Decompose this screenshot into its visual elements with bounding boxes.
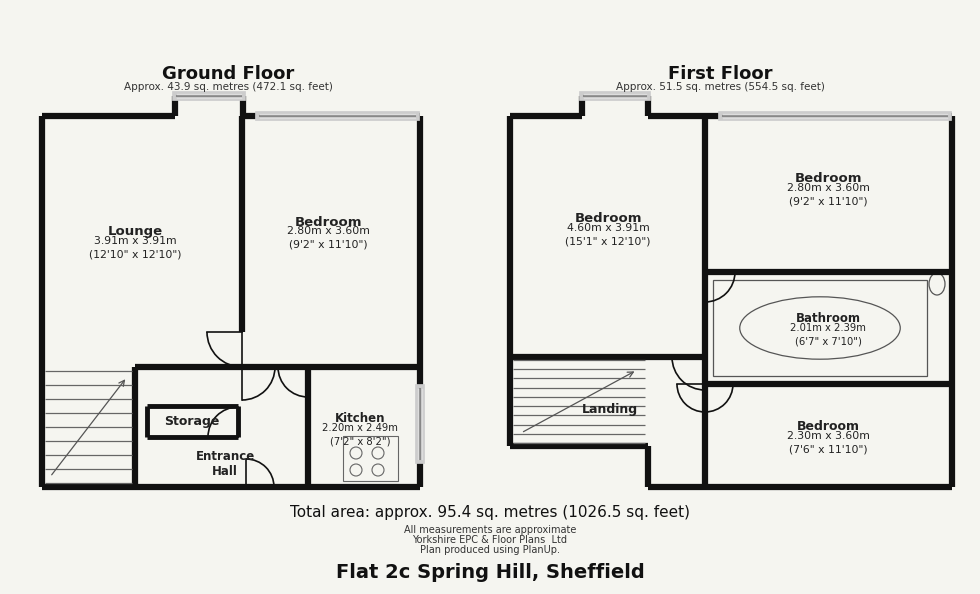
Text: 2.30m x 3.60m
(7'6" x 11'10"): 2.30m x 3.60m (7'6" x 11'10") xyxy=(787,431,869,455)
Text: Total area: approx. 95.4 sq. metres (1026.5 sq. feet): Total area: approx. 95.4 sq. metres (102… xyxy=(290,504,690,520)
Text: Bedroom: Bedroom xyxy=(574,213,642,226)
Text: Storage: Storage xyxy=(165,415,220,428)
Bar xyxy=(343,436,398,481)
Text: Approx. 51.5 sq. metres (554.5 sq. feet): Approx. 51.5 sq. metres (554.5 sq. feet) xyxy=(615,82,824,92)
Text: 2.80m x 3.60m
(9'2" x 11'10"): 2.80m x 3.60m (9'2" x 11'10") xyxy=(286,226,369,250)
Text: Lounge: Lounge xyxy=(108,226,163,239)
Text: Flat 2c Spring Hill, Sheffield: Flat 2c Spring Hill, Sheffield xyxy=(335,563,645,582)
Text: Bathroom: Bathroom xyxy=(796,312,860,326)
Text: All measurements are approximate: All measurements are approximate xyxy=(404,525,576,535)
Bar xyxy=(713,280,927,376)
Text: Bedroom: Bedroom xyxy=(294,216,362,229)
Text: Landing: Landing xyxy=(582,403,638,415)
Text: Entrance
Hall: Entrance Hall xyxy=(195,450,255,478)
Text: Plan produced using PlanUp.: Plan produced using PlanUp. xyxy=(420,545,560,555)
Text: Ground Floor: Ground Floor xyxy=(162,65,294,83)
Text: 2.01m x 2.39m
(6'7" x 7'10"): 2.01m x 2.39m (6'7" x 7'10") xyxy=(790,323,866,347)
Text: Yorkshire EPC & Floor Plans  Ltd: Yorkshire EPC & Floor Plans Ltd xyxy=(413,535,567,545)
Text: 3.91m x 3.91m
(12'10" x 12'10"): 3.91m x 3.91m (12'10" x 12'10") xyxy=(89,236,181,260)
Text: 2.80m x 3.60m
(9'2" x 11'10"): 2.80m x 3.60m (9'2" x 11'10") xyxy=(787,183,869,207)
Text: 2.20m x 2.49m
(7'2" x 8'2"): 2.20m x 2.49m (7'2" x 8'2") xyxy=(322,423,398,447)
Text: Bedroom: Bedroom xyxy=(794,172,861,185)
Text: First Floor: First Floor xyxy=(667,65,772,83)
Text: 4.60m x 3.91m
(15'1" x 12'10"): 4.60m x 3.91m (15'1" x 12'10") xyxy=(565,223,651,247)
Text: Bedroom: Bedroom xyxy=(797,421,859,434)
Text: Kitchen: Kitchen xyxy=(335,412,385,425)
Text: Approx. 43.9 sq. metres (472.1 sq. feet): Approx. 43.9 sq. metres (472.1 sq. feet) xyxy=(123,82,332,92)
